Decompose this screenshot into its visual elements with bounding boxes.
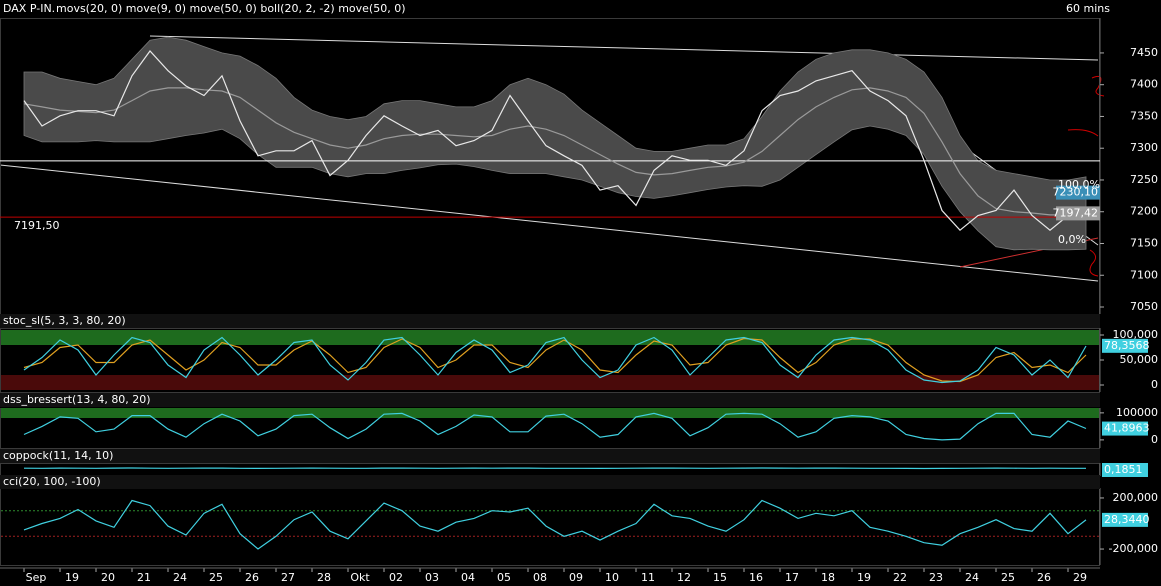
- timeframe: 60 mins: [1066, 2, 1110, 15]
- fib-label: 100,0%: [1058, 178, 1100, 191]
- x-tick-label: 25: [1001, 571, 1015, 584]
- current-value-box: [1102, 512, 1148, 527]
- trend-line: [0, 164, 1099, 282]
- y-tick-label: 200,000: [1113, 491, 1159, 504]
- x-tick-label: 25: [209, 571, 223, 584]
- x-tick-label: 12: [677, 571, 691, 584]
- y-tick-label: 7450: [1130, 46, 1158, 59]
- x-tick-label: 11: [641, 571, 655, 584]
- x-tick-label: 18: [821, 571, 835, 584]
- y-tick-label: 7400: [1130, 78, 1158, 91]
- y-tick-label: 100000: [1116, 406, 1158, 419]
- panel: cci(20, 100, -100) 200,000 -200,000 28,3440…: [0, 475, 1158, 584]
- panel: coppock(11, 14, 10) 0,1851: [0, 449, 1148, 477]
- panel: stoc_sl(5, 3, 3, 80, 20) 100,000 50,000 0 78…: [0, 314, 1158, 393]
- x-tick-label: 02: [389, 571, 403, 584]
- y-tick-label: 7050: [1130, 300, 1158, 313]
- current-value: 0,1851: [1104, 463, 1143, 476]
- current-value-box: [1102, 463, 1148, 477]
- x-tick-label: 24: [173, 571, 187, 584]
- current-value: 78,3568: [1104, 339, 1150, 352]
- price-label: 7197,42: [1053, 206, 1099, 219]
- x-tick-label: 27: [281, 571, 295, 584]
- zone: [1, 330, 1099, 345]
- line-label: 7191,50: [14, 219, 60, 232]
- series-line: [23, 50, 1087, 232]
- panel-header: [0, 393, 1100, 407]
- x-tick-label: 05: [497, 571, 511, 584]
- y-tick-label: 7250: [1130, 173, 1158, 186]
- series-line: [23, 87, 1087, 216]
- y-tick-label: 0: [1151, 433, 1158, 446]
- y-tick-label: 7350: [1130, 109, 1158, 122]
- current-value: 28,3440: [1104, 513, 1150, 526]
- zone: [1, 375, 1099, 390]
- panel-header: [0, 314, 1100, 328]
- panel-header: [0, 475, 1100, 489]
- series-line: [23, 336, 1087, 384]
- x-tick-label: 29: [1073, 571, 1087, 584]
- x-tick-label: 28: [317, 571, 331, 584]
- indicator-list: movs(20, 0) move(9, 0) move(50, 0) boll(…: [56, 2, 406, 15]
- hand-marks: [1067, 75, 1105, 277]
- y-tick-label: 0: [1151, 378, 1158, 391]
- y-tick-label: -200,000: [1109, 542, 1158, 555]
- panel-title: dss_bressert(13, 4, 80, 20): [3, 393, 151, 406]
- x-tick-label: 21: [137, 571, 151, 584]
- price-box: [1056, 206, 1100, 221]
- series-line: [23, 412, 1087, 441]
- price-box: [1056, 185, 1100, 200]
- y-tick-label: 100,000: [1113, 328, 1159, 341]
- series-line: [23, 337, 1087, 383]
- x-tick-label: 10: [605, 571, 619, 584]
- x-tick-label: 04: [461, 571, 475, 584]
- y-tick-label: 7200: [1130, 205, 1158, 218]
- y-tick-label: 50,000: [1120, 353, 1159, 366]
- x-tick-label: 26: [1037, 571, 1051, 584]
- x-tick-label: 09: [569, 571, 583, 584]
- trend-line: [149, 35, 1099, 61]
- panel-title: coppock(11, 14, 10): [3, 449, 113, 462]
- x-tick-label: 26: [245, 571, 259, 584]
- current-value: 41,8963: [1104, 422, 1150, 435]
- current-value-box: [1102, 338, 1148, 353]
- bollinger-band: [23, 36, 1087, 251]
- series-line: [23, 499, 1087, 550]
- x-tick-label: 03: [425, 571, 439, 584]
- x-tick-label: 24: [965, 571, 979, 584]
- panel: dss_bressert(13, 4, 80, 20) 100000 041,896…: [0, 393, 1158, 449]
- x-tick-label: 20: [101, 571, 115, 584]
- x-tick-label: 15: [713, 571, 727, 584]
- y-tick-label: 7150: [1130, 236, 1158, 249]
- x-tick-label: 17: [785, 571, 799, 584]
- y-tick-label: 7100: [1130, 268, 1158, 281]
- panel-title: DAX P-IN.: [3, 2, 55, 15]
- y-tick-label: 7300: [1130, 141, 1158, 154]
- x-tick-label: 23: [929, 571, 943, 584]
- x-tick-label: 22: [893, 571, 907, 584]
- panel-title: stoc_sl(5, 3, 3, 80, 20): [3, 314, 126, 327]
- zone: [1, 408, 1099, 418]
- x-tick-label: Okt: [350, 571, 370, 584]
- x-tick-label: 19: [857, 571, 871, 584]
- x-tick-label: 19: [65, 571, 79, 584]
- x-tick-label: 16: [749, 571, 763, 584]
- fib-label: 0,0%: [1058, 233, 1086, 246]
- series-line: [23, 467, 1086, 470]
- panel-title: cci(20, 100, -100): [3, 475, 101, 488]
- panel-header: [0, 449, 1100, 463]
- current-value-box: [1102, 421, 1148, 436]
- price-label: 7230,10: [1053, 186, 1099, 199]
- x-tick-label: 08: [533, 571, 547, 584]
- x-tick-label: Sep: [26, 571, 47, 584]
